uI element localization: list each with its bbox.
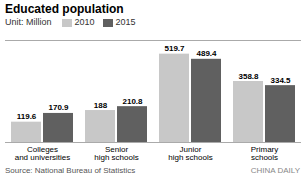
svg-text:Seniorhigh schools: Seniorhigh schools (94, 145, 138, 162)
html-text:CHINA DAILY: CHINA DAILY (250, 166, 300, 175)
svg-text:489.4: 489.4 (196, 49, 217, 58)
svg-text:Juniorhigh schools: Juniorhigh schools (168, 145, 212, 162)
html-text:Unit: Million: Unit: Million (5, 17, 52, 27)
svg-text:Primaryschools: Primaryschools (251, 145, 279, 162)
svg-text:519.7: 519.7 (164, 44, 185, 53)
svg-text:188: 188 (94, 101, 108, 110)
html-text:Source: National Bureau of Sta: Source: National Bureau of Statistics (5, 166, 136, 175)
svg-text:Collegesand universities: Collegesand universities (15, 145, 71, 162)
svg-text:334.5: 334.5 (270, 76, 291, 85)
html-text:2015: 2015 (115, 17, 136, 27)
svg-text:358.8: 358.8 (238, 72, 259, 81)
svg-text:210.8: 210.8 (122, 97, 143, 106)
html-text:2010: 2010 (74, 17, 95, 27)
html-text:Educated population: Educated population (5, 2, 124, 16)
svg-text:170.9: 170.9 (48, 103, 69, 112)
svg-text:119.6: 119.6 (17, 112, 37, 121)
